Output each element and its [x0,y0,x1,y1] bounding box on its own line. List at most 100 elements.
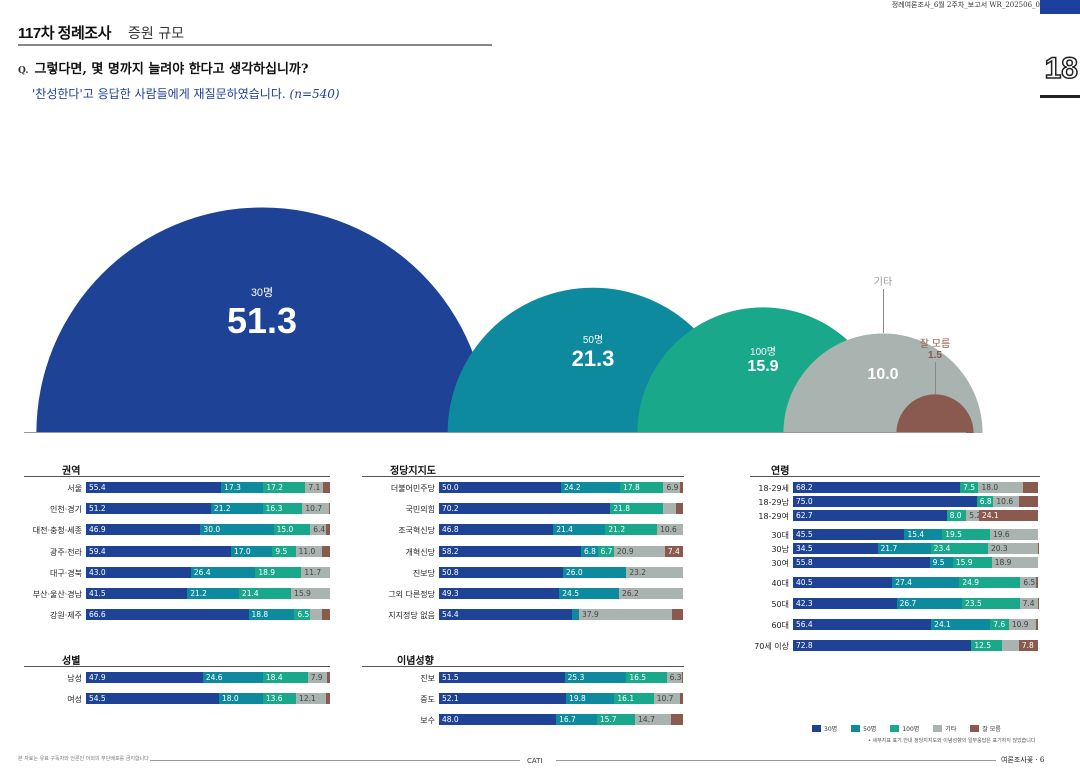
bar-value-label: 26.4 [193,567,211,577]
bar-value-label: 6.3 [669,673,682,682]
dome-chart [36,207,983,433]
bar-segment: 7.8 [1018,640,1038,651]
bar-value-label: 18.8 [251,610,269,620]
bar-segment [571,609,580,621]
bar-segment [1019,496,1038,507]
corner-number: 18 [1044,51,1079,86]
bar-segment: 6.8 [976,496,994,507]
bar-value-label: 18.9 [994,558,1012,567]
bar-value-label: 75.0 [796,497,813,506]
bar-value-label: 24.1 [981,511,999,520]
bar-value-label: 49.3 [442,589,459,598]
legend-swatch [890,725,900,732]
page-subtitle: 증원 규모 [128,26,184,42]
legend-label: 50명 [863,726,877,733]
bar-value-label: 16.3 [265,504,283,514]
bar-value-label: 21.2 [190,589,207,598]
bar-value-label: 16.1 [617,694,635,704]
bar-segment: 52.1 [439,693,567,705]
footer-disclaimer: 본 자료는 유료 구독자와 언론인 이외의 무단배포를 금지합니다 [18,756,149,762]
bar-value-label: 14.7 [638,715,655,725]
bar-segment: 6.5 [294,609,311,621]
bar-segment: 37.9 [579,609,672,621]
bar-value-label: 27.4 [895,578,912,587]
bar-value-label: 6.4 [313,525,326,535]
bar-segment [327,672,330,683]
bar-segment: 30.0 [200,524,274,536]
group-rule-3 [362,666,684,667]
bar-segment: 26.4 [190,566,256,578]
bar-value-label: 5.2 [969,511,982,520]
row-label: 강원·제주 [50,611,82,621]
bar-value-label: 21.7 [880,544,898,553]
stacked-bar: 70.2 21.8 [439,503,683,515]
stacked-bar: 40.5 27.4 24.9 6.5 [793,577,1038,588]
bar-segment: 21.2 [187,588,239,599]
bar-value-label: 24.9 [962,578,980,587]
row-label: 여성 [67,695,82,705]
bar-segment: 9.5 [929,557,953,568]
bar-value-label: 6.5 [297,610,310,620]
bar-segment: 19.8 [566,693,615,705]
bar-segment: 43.0 [86,566,191,578]
legend: 30명 50명 100명 기타 잘 모름 [812,724,1001,733]
bar-segment [671,714,683,726]
row-label: 지지정당 없음 [388,611,435,621]
bar-value-label: 15.7 [599,715,617,725]
bar-value-label: 7.1 [308,483,321,492]
bar-segment: 46.8 [439,524,554,536]
row-label: 70세 이상 [754,642,789,651]
bar-segment: 41.5 [86,588,188,599]
row-label: 60대 [771,621,789,630]
stacked-bar: 55.4 17.3 17.2 7.1 [86,482,330,493]
group-rule-1 [24,666,330,667]
stacked-bar: 55.8 9.5 15.9 18.9 [793,557,1038,568]
bar-segment: 23.5 [962,598,1020,609]
stacked-bar: 45.5 15.4 19.5 19.6 [793,529,1038,540]
row-label: 남성 [67,674,82,683]
bar-value-label: 26.0 [565,567,583,577]
bar-value-label: 6.7 [600,546,613,556]
bar-segment: 51.2 [86,503,211,515]
bar-segment: 54.5 [86,693,219,705]
bar-value-label: 6.9 [666,483,679,492]
bar-value-label: 18.0 [981,483,999,492]
bar-segment: 6.9 [663,482,681,493]
bar-segment: 7.4 [1019,598,1038,609]
bar-segment: 24.9 [959,577,1021,588]
bar-value-label: 18.9 [258,567,276,577]
bar-segment: 66.6 [86,609,249,621]
bar-segment: 10.9 [1008,619,1036,630]
stacked-bar: 50.8 26.0 23.2 [439,566,683,578]
stacked-bar: 58.2 6.8 6.7 20.9 7.4 [439,545,683,557]
legend-item: 기타 [933,724,956,733]
bar-segment: 50.0 [439,482,561,493]
bar-value-label: 23.4 [933,544,951,553]
bar-segment: 21.2 [210,503,263,515]
bar-segment: 18.8 [248,609,295,621]
stacked-bar: 52.1 19.8 16.1 10.7 [439,693,683,705]
bar-segment [310,609,323,621]
bar-segment [322,545,330,557]
bar-segment: 25.3 [564,672,627,683]
bar-value-label: 6.8 [979,497,992,506]
row-label: 50대 [771,600,789,609]
bar-value-label: 68.2 [796,483,813,492]
group-title-3: 이념성향 [397,656,434,667]
bar-segment: 26.2 [619,588,683,599]
bar-value-label: 9.5 [932,558,945,567]
question: Q. 그렇다면, 몇 명까지 늘려야 한다고 생각하십니까? [18,58,309,77]
bar-segment: 17.3 [221,482,264,493]
group-title-4: 연령 [771,466,790,477]
bar-segment: 13.6 [262,693,297,705]
bar-segment: 17.8 [620,482,664,493]
legend-swatch [970,725,980,732]
bar-value-label: 17.3 [224,483,241,492]
bar-value-label: 18.0 [221,694,239,704]
legend-item: 100명 [890,724,919,733]
question-text: 그렇다면, 몇 명까지 늘려야 한다고 생각하십니까? [34,62,309,77]
group-title-2: 정당지지도 [390,466,436,477]
bar-value-label: 13.6 [265,694,283,704]
bar-value-label: 6.5 [1023,578,1036,587]
